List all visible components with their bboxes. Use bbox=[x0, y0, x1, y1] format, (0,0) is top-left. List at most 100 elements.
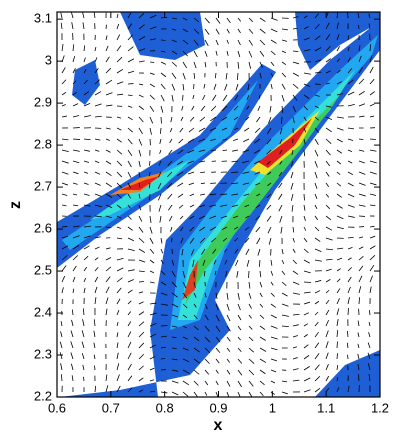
vector-arrow bbox=[138, 60, 145, 63]
vector-arrow bbox=[180, 116, 184, 121]
vector-arrow bbox=[266, 193, 272, 198]
vector-arrow bbox=[281, 39, 288, 42]
vector-arrow bbox=[199, 193, 206, 196]
vector-arrow bbox=[232, 149, 239, 152]
vector-arrow bbox=[303, 248, 309, 254]
vector-arrow bbox=[367, 363, 371, 371]
vector-arrow bbox=[83, 245, 90, 250]
vector-arrow bbox=[182, 325, 187, 329]
vector-arrow bbox=[105, 92, 113, 96]
vector-arrow bbox=[347, 308, 349, 316]
vector-arrow bbox=[182, 292, 188, 299]
vector-arrow bbox=[303, 15, 308, 19]
vector-arrow bbox=[171, 50, 178, 55]
vector-arrow bbox=[204, 347, 211, 354]
vector-arrow bbox=[248, 50, 253, 58]
vector-arrow bbox=[158, 204, 162, 212]
vector-arrow bbox=[243, 193, 250, 197]
vector-arrow bbox=[182, 391, 189, 397]
vector-arrow bbox=[347, 297, 350, 305]
vector-arrow bbox=[116, 182, 123, 189]
vector-arrow bbox=[224, 248, 228, 253]
vector-arrow bbox=[138, 171, 141, 178]
contour-band bbox=[62, 80, 258, 250]
vector-arrow bbox=[248, 61, 252, 69]
vector-arrow bbox=[292, 335, 298, 338]
x-tick-label: 1 bbox=[269, 400, 276, 415]
vector-arrow bbox=[70, 12, 74, 19]
vector-arrow bbox=[292, 292, 300, 295]
vector-arrow bbox=[347, 127, 355, 130]
vector-arrow bbox=[127, 116, 133, 121]
vector-arrow bbox=[160, 248, 164, 254]
vector-arrow bbox=[278, 204, 283, 212]
vector-arrow bbox=[160, 292, 168, 296]
vector-arrow bbox=[83, 235, 91, 239]
vector-arrow bbox=[116, 257, 124, 261]
vector-arrow bbox=[358, 55, 362, 63]
vector-arrow bbox=[138, 342, 145, 349]
vector-arrow bbox=[193, 380, 199, 386]
vector-arrow bbox=[138, 331, 145, 338]
vector-arrow bbox=[71, 363, 74, 371]
vector-arrow bbox=[325, 330, 329, 338]
vector-arrow bbox=[127, 300, 132, 305]
vector-arrow bbox=[127, 331, 132, 338]
vector-arrow bbox=[270, 325, 278, 329]
vector-arrow bbox=[116, 342, 119, 349]
vector-arrow bbox=[212, 248, 217, 254]
vector-arrow bbox=[237, 347, 242, 353]
vector-arrow bbox=[314, 364, 320, 371]
vector-arrow bbox=[160, 105, 164, 113]
vector-arrow bbox=[256, 116, 261, 123]
vector-arrow bbox=[198, 127, 206, 132]
vector-arrow bbox=[325, 352, 329, 360]
vector-arrow bbox=[168, 204, 173, 211]
vector-arrow bbox=[303, 389, 311, 393]
vector-arrow bbox=[59, 341, 63, 349]
vector-arrow bbox=[369, 91, 375, 96]
vector-arrow bbox=[347, 171, 354, 176]
vector-arrow bbox=[72, 245, 80, 250]
vector-arrow bbox=[61, 204, 67, 207]
vector-arrow bbox=[226, 325, 231, 332]
vector-arrow bbox=[325, 268, 332, 272]
vector-arrow bbox=[176, 171, 184, 176]
vector-arrow bbox=[281, 270, 286, 275]
vector-arrow bbox=[336, 149, 343, 154]
vector-arrow bbox=[270, 83, 273, 90]
vector-arrow bbox=[244, 127, 250, 132]
vector-arrow bbox=[267, 127, 272, 135]
vector-arrow bbox=[244, 226, 250, 231]
vector-arrow bbox=[281, 72, 287, 78]
y-tick-label: 2.3 bbox=[34, 346, 52, 361]
vector-arrow bbox=[149, 14, 157, 19]
vector-arrow bbox=[116, 193, 122, 199]
vector-arrow bbox=[149, 61, 155, 63]
vector-arrow bbox=[347, 160, 353, 164]
vector-arrow bbox=[303, 237, 308, 243]
vector-arrow bbox=[105, 127, 111, 130]
vector-arrow bbox=[193, 314, 198, 319]
vector-arrow bbox=[94, 267, 99, 272]
contour-band bbox=[120, 12, 205, 60]
x-tick-label: 1.2 bbox=[371, 400, 389, 415]
vector-arrow bbox=[127, 127, 133, 133]
vector-arrow bbox=[171, 39, 177, 43]
vector-arrow bbox=[358, 45, 361, 52]
vector-arrow bbox=[259, 39, 266, 46]
vector-arrow bbox=[237, 292, 240, 300]
vector-arrow bbox=[116, 81, 124, 85]
vector-arrow bbox=[215, 28, 220, 35]
vector-arrow bbox=[369, 78, 375, 85]
vector-arrow bbox=[369, 171, 377, 175]
vector-arrow bbox=[94, 297, 97, 305]
vector-arrow bbox=[149, 379, 155, 382]
vector-arrow bbox=[61, 91, 67, 96]
vector-arrow bbox=[83, 204, 91, 207]
vector-arrow bbox=[116, 127, 122, 131]
vector-arrow bbox=[83, 277, 87, 283]
vector-arrow bbox=[347, 215, 355, 218]
vector-arrow bbox=[149, 237, 154, 245]
vector-arrow bbox=[347, 79, 354, 85]
